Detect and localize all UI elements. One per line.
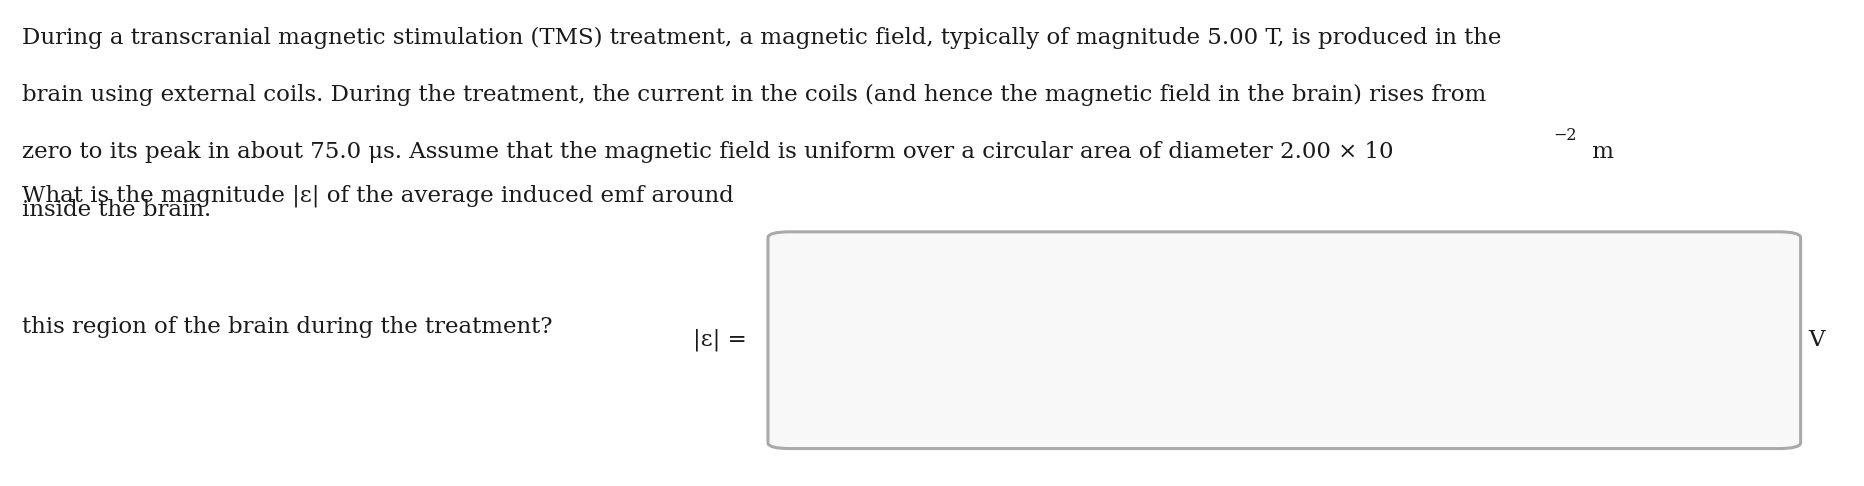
Text: m: m	[1584, 141, 1614, 163]
Text: During a transcranial magnetic stimulation (TMS) treatment, a magnetic field, ty: During a transcranial magnetic stimulati…	[22, 27, 1502, 49]
Text: |ε| =: |ε| =	[693, 329, 747, 351]
Text: zero to its peak in about 75.0 μs. Assume that the magnetic field is uniform ove: zero to its peak in about 75.0 μs. Assum…	[22, 141, 1394, 163]
Text: What is the magnitude |ε| of the average induced emf around: What is the magnitude |ε| of the average…	[22, 185, 734, 207]
Text: V: V	[1808, 329, 1825, 351]
Text: this region of the brain during the treatment?: this region of the brain during the trea…	[22, 316, 554, 338]
Text: inside the brain.: inside the brain.	[22, 199, 212, 221]
FancyBboxPatch shape	[768, 232, 1801, 449]
Text: brain using external coils. During the treatment, the current in the coils (and : brain using external coils. During the t…	[22, 84, 1487, 106]
Text: −2: −2	[1555, 127, 1577, 144]
